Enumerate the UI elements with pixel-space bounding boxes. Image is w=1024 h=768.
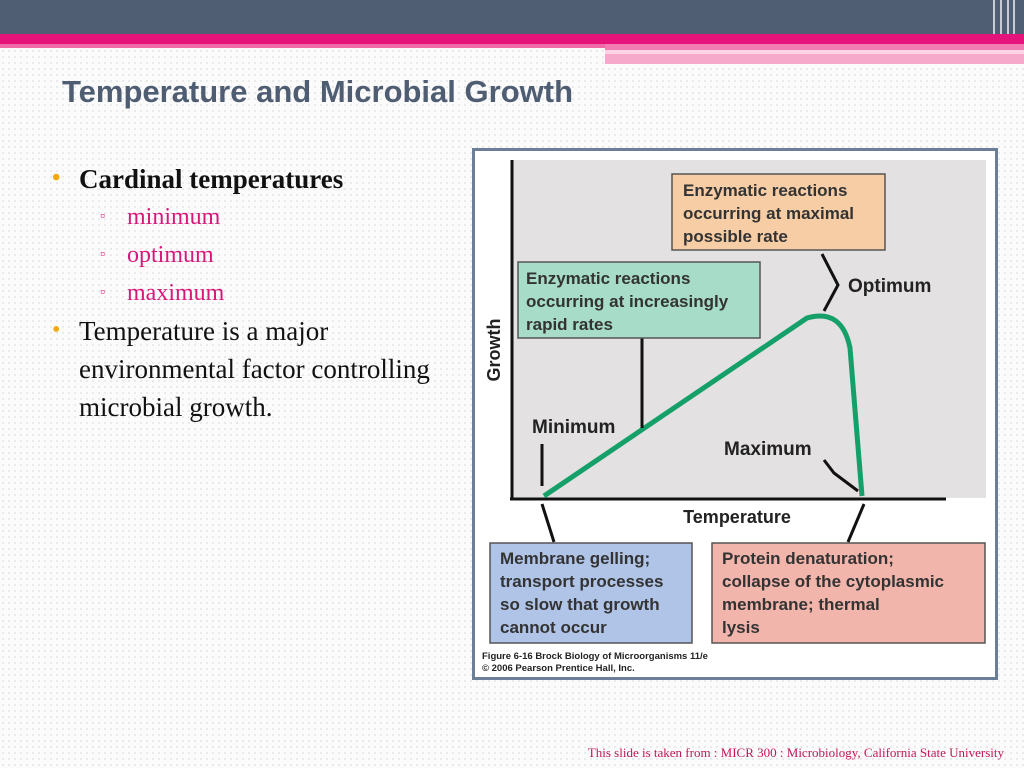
protein-denaturation-box xyxy=(711,542,986,644)
growth-temperature-figure: Growth Temperature Enzymatic reactions o… xyxy=(472,148,998,680)
figure-caption: Figure 6-16 Brock Biology of Microorgani… xyxy=(482,651,708,662)
bullet-dot-icon: • xyxy=(52,165,61,191)
growth-curve xyxy=(542,313,865,499)
pink-band-right xyxy=(605,44,1024,64)
increasing-rate-box xyxy=(517,261,761,339)
bullet-cardinal: • Cardinal temperatures xyxy=(52,160,472,198)
figure-copyright: © 2006 Pearson Prentice Hall, Inc. xyxy=(482,663,635,674)
bullet-text: Cardinal temperatures xyxy=(79,164,344,194)
banner-stripe xyxy=(1013,0,1015,34)
banner-stripe xyxy=(1007,0,1009,34)
pink-band xyxy=(0,34,1024,44)
slide-footer: This slide is taken from : MICR 300 : Mi… xyxy=(587,745,1004,760)
membrane-gelling-box xyxy=(489,542,693,644)
sub-bullet: ▫ minimum xyxy=(52,198,472,236)
maximum-label: Maximum xyxy=(724,439,812,460)
banner-stripe xyxy=(993,0,995,34)
x-axis-label: Temperature xyxy=(683,507,791,527)
optimum-pointer xyxy=(820,253,840,312)
y-axis-label: Growth xyxy=(484,319,504,382)
pink-band-thin xyxy=(0,44,605,48)
bullet-text: Temperature is a major environmental fac… xyxy=(79,316,430,422)
protein-denaturation-text: Protein denaturation; collapse of the cy… xyxy=(722,549,949,637)
sub-bullet-text: optimum xyxy=(127,242,214,268)
blue-box-pointer xyxy=(540,503,556,543)
membrane-gelling-text: Membrane gelling; transport processes so… xyxy=(500,549,668,637)
bullet-dot-icon: • xyxy=(52,317,61,343)
optimal-rate-box xyxy=(671,173,886,251)
square-bullet-icon: ▫ xyxy=(100,247,105,262)
optimal-rate-text: Enzymatic reactions occurring at maximal… xyxy=(683,181,859,246)
maximum-pointer xyxy=(822,459,859,493)
bullet-temperature: • Temperature is a major environmental f… xyxy=(52,312,472,426)
top-banner xyxy=(0,0,1024,34)
increasing-rate-text: Enzymatic reactions occurring at increas… xyxy=(526,269,733,334)
sub-bullet-text: minimum xyxy=(127,204,221,230)
sub-bullet: ▫ optimum xyxy=(52,236,472,274)
square-bullet-icon: ▫ xyxy=(100,285,105,300)
banner-stripe xyxy=(1000,0,1002,34)
red-box-pointer xyxy=(846,503,866,543)
bullet-list: • Cardinal temperatures ▫ minimum ▫ opti… xyxy=(52,160,472,426)
minimum-label: Minimum xyxy=(532,417,615,438)
sub-bullet: ▫ maximum xyxy=(52,274,472,312)
optimum-label: Optimum xyxy=(848,276,931,297)
sub-bullet-text: maximum xyxy=(127,280,225,306)
square-bullet-icon: ▫ xyxy=(100,209,105,224)
slide-title: Temperature and Microbial Growth xyxy=(62,74,574,109)
